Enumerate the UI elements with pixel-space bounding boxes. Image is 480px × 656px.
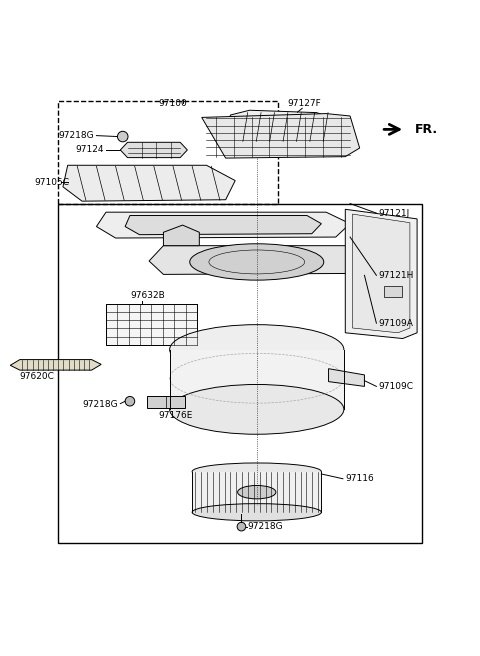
Bar [169, 350, 344, 409]
Bar [192, 472, 322, 512]
Text: 97109A: 97109A [379, 319, 414, 328]
Text: 97127F: 97127F [288, 99, 322, 108]
Polygon shape [10, 359, 101, 370]
Bar [384, 287, 402, 297]
Polygon shape [226, 110, 345, 144]
Circle shape [118, 131, 128, 142]
Polygon shape [202, 113, 360, 158]
Ellipse shape [238, 485, 276, 499]
Text: 97105C: 97105C [34, 178, 69, 186]
Bar [106, 304, 197, 345]
Circle shape [237, 522, 246, 531]
Text: 97632B: 97632B [130, 291, 165, 300]
Ellipse shape [169, 384, 344, 434]
Ellipse shape [192, 504, 322, 521]
Text: 97218G: 97218G [83, 400, 119, 409]
Text: 97116: 97116 [345, 474, 374, 483]
Text: 97109C: 97109C [379, 382, 414, 391]
Polygon shape [63, 165, 235, 201]
Text: 97218G: 97218G [59, 131, 94, 140]
Text: 97176E: 97176E [158, 411, 193, 420]
Polygon shape [149, 246, 364, 274]
Ellipse shape [190, 244, 324, 280]
Polygon shape [147, 396, 185, 408]
Ellipse shape [192, 463, 322, 480]
Text: 97121J: 97121J [379, 209, 410, 218]
Circle shape [125, 396, 135, 406]
Text: 97218G: 97218G [247, 522, 283, 531]
Text: 97124: 97124 [75, 146, 104, 154]
Polygon shape [328, 369, 364, 386]
Polygon shape [96, 212, 350, 238]
Bar [58, 203, 422, 543]
Text: FR.: FR. [415, 123, 438, 136]
Text: 97121H: 97121H [379, 271, 414, 280]
Polygon shape [163, 225, 199, 246]
Text: 97100: 97100 [158, 99, 187, 108]
Polygon shape [352, 214, 410, 333]
Bar [58, 100, 278, 203]
Polygon shape [345, 209, 417, 338]
Text: 97620C: 97620C [20, 372, 55, 381]
Polygon shape [125, 216, 322, 235]
Ellipse shape [169, 325, 344, 375]
Polygon shape [120, 142, 187, 157]
